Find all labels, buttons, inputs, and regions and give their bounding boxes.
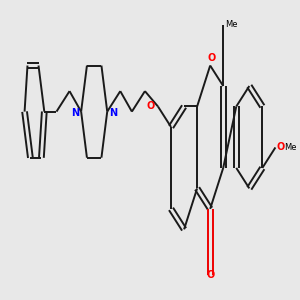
Text: N: N [71, 107, 80, 118]
Text: Me: Me [284, 143, 296, 152]
Text: O: O [206, 270, 214, 280]
Text: O: O [147, 101, 155, 112]
Text: N: N [109, 107, 117, 118]
Text: O: O [277, 142, 285, 152]
Text: Me: Me [226, 20, 238, 29]
Text: O: O [208, 52, 216, 62]
